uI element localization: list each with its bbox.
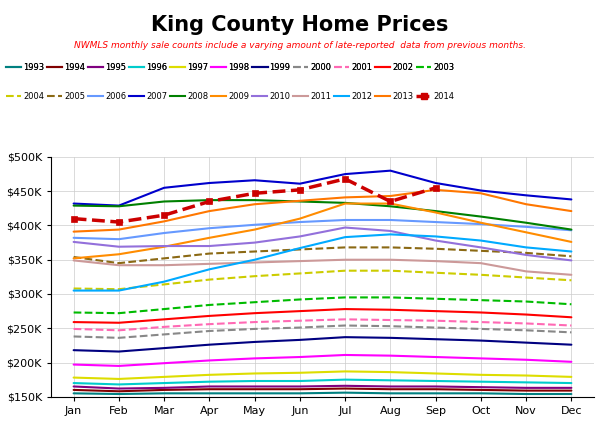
Text: King County Home Prices: King County Home Prices: [151, 15, 449, 35]
Text: NWMLS monthly sale counts include a varying amount of late-reported  data from p: NWMLS monthly sale counts include a vary…: [74, 41, 526, 51]
Legend: 1993, 1994, 1995, 1996, 1997, 1998, 1999, 2000, 2001, 2002, 2003: 1993, 1994, 1995, 1996, 1997, 1998, 1999…: [6, 63, 455, 72]
Legend: 2004, 2005, 2006, 2007, 2008, 2009, 2010, 2011, 2012, 2013, 2014: 2004, 2005, 2006, 2007, 2008, 2009, 2010…: [6, 92, 455, 101]
